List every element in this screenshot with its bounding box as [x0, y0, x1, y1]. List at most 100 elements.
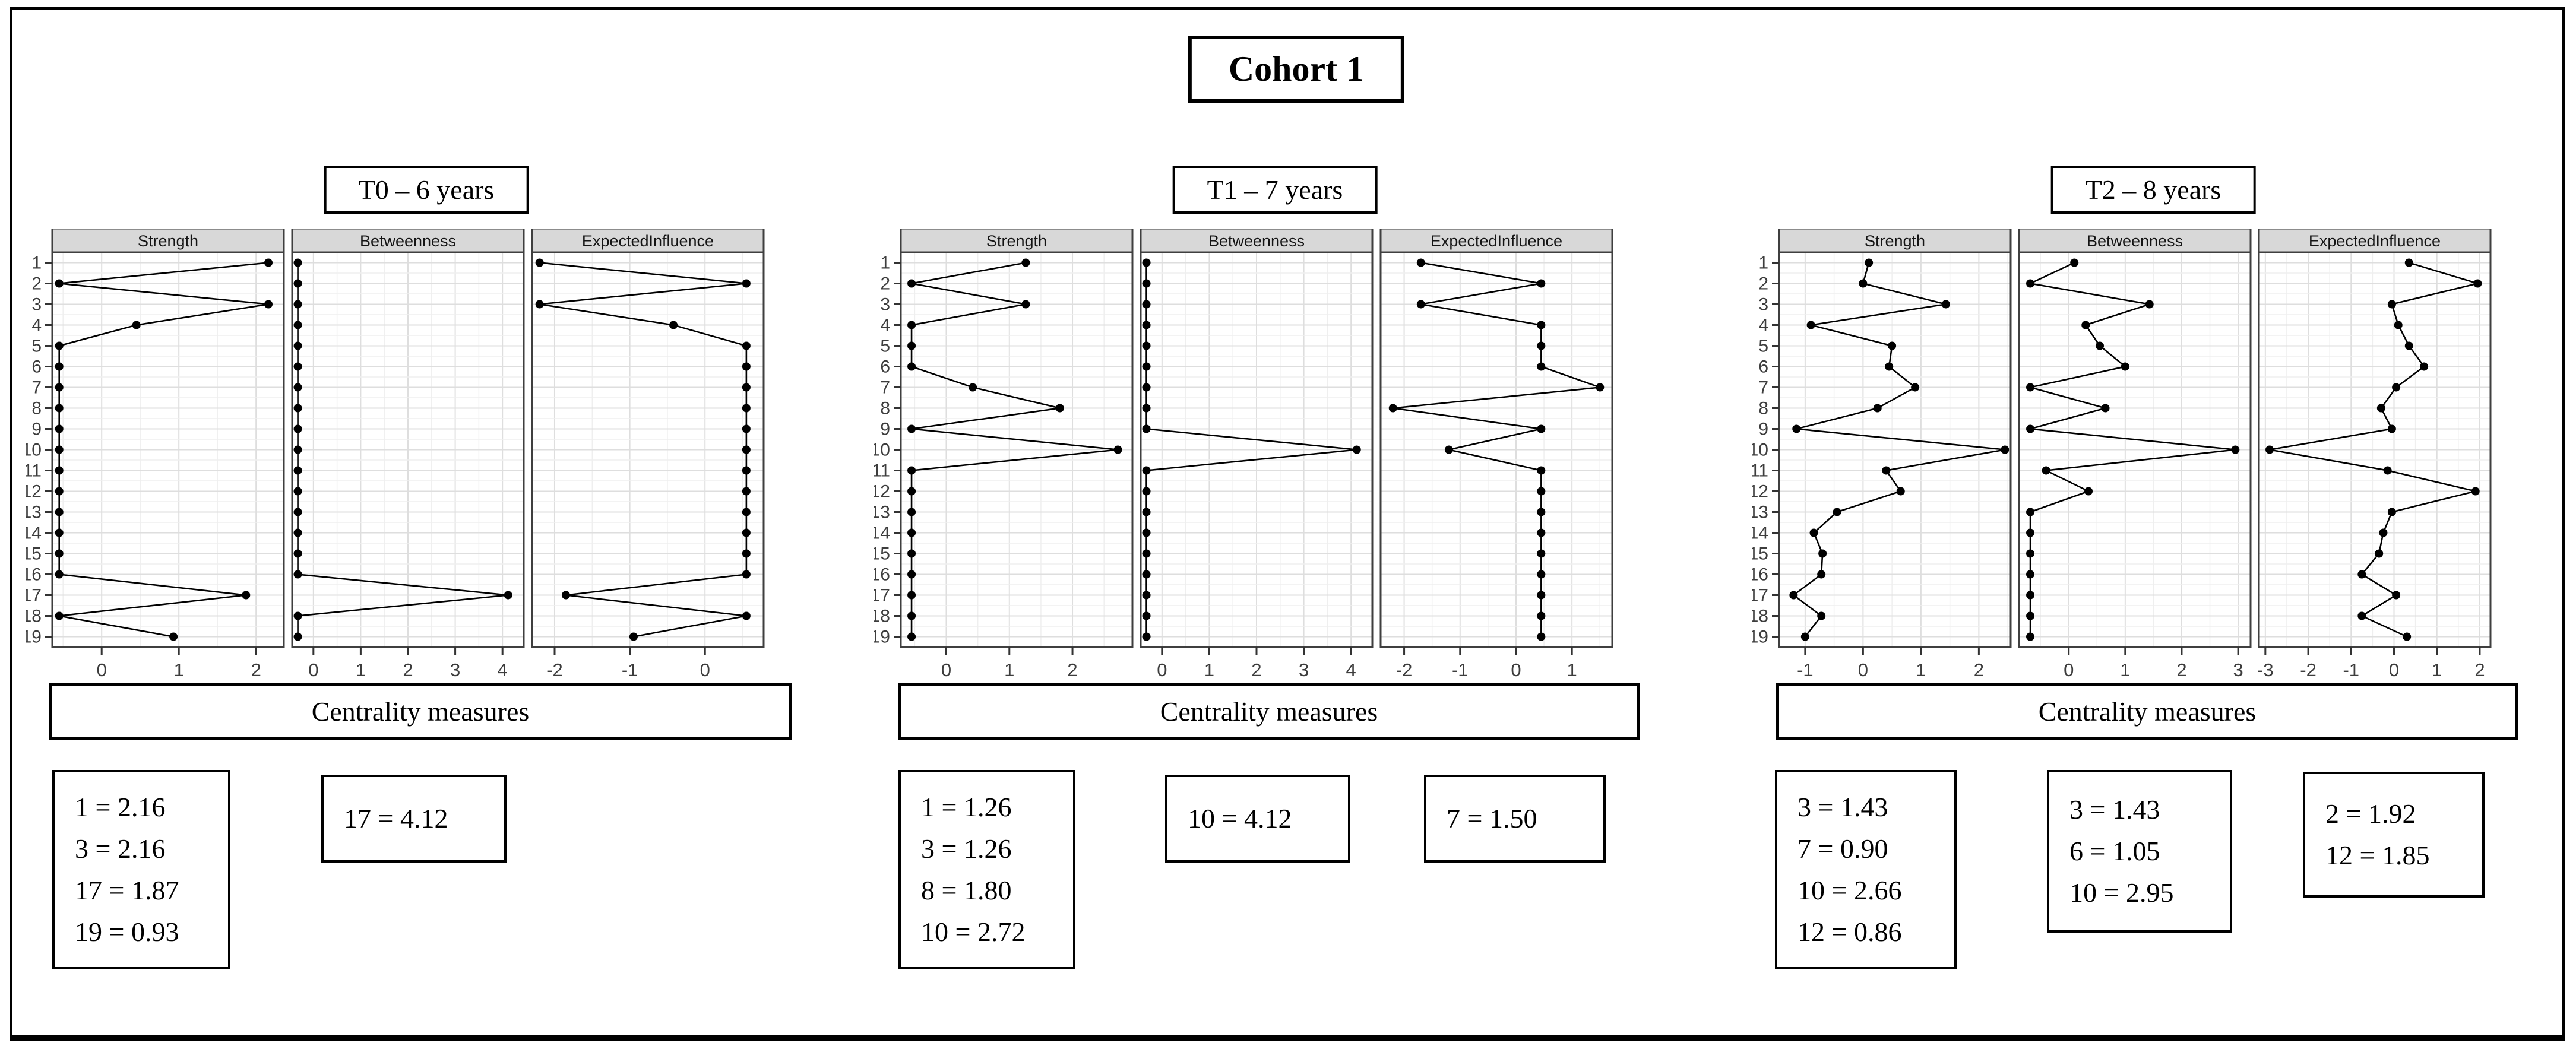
data-point: [1416, 258, 1425, 267]
x-tick-label: 2: [1067, 660, 1077, 680]
x-axis: -2 -1 0: [546, 647, 710, 680]
data-point: [55, 570, 64, 579]
x-tick-label: 0: [941, 660, 951, 680]
centrality-value: 10 = 2.72: [921, 917, 1026, 947]
gridlines: [2019, 252, 2251, 647]
y-tick-label: 13: [874, 503, 890, 522]
data-point: [2375, 549, 2384, 558]
data-point: [1859, 279, 1868, 288]
x-tick-label: -2: [1396, 660, 1413, 680]
x-axis: 0 1 2 3 4: [1157, 647, 1356, 680]
data-point: [1142, 528, 1151, 537]
facet-strip-label: ExpectedInfluence: [582, 232, 714, 250]
y-tick-label: 14: [26, 524, 42, 543]
data-point: [1789, 591, 1798, 600]
y-tick-label: 8: [1758, 399, 1768, 419]
x-tick-label: 3: [450, 660, 460, 680]
data-point: [55, 404, 64, 413]
x-tick-label: 0: [2064, 660, 2074, 680]
series-strength: [907, 258, 1122, 641]
data-point: [907, 362, 916, 371]
y-tick-label: 17: [26, 586, 42, 606]
x-axis: 0 1 2 3 4: [308, 647, 508, 680]
y-tick-label: 19: [874, 627, 890, 647]
data-point: [907, 279, 916, 288]
y-tick-label: 7: [880, 378, 890, 398]
y-tick-label: 13: [26, 503, 42, 522]
y-tick-label: 17: [1752, 586, 1768, 606]
facet-panel-expectedinfluence: ExpectedInfluence -2 -1 0 1: [1379, 227, 1613, 680]
data-point: [1537, 279, 1546, 288]
x-tick-label: 2: [2176, 660, 2186, 680]
data-point: [742, 445, 751, 454]
y-tick-label: 12: [26, 482, 42, 502]
data-point: [293, 570, 302, 579]
y-tick-label: 10: [874, 440, 890, 460]
data-point: [561, 591, 570, 600]
gridlines: [292, 252, 524, 647]
centrality-value: 1 = 2.16: [75, 792, 166, 822]
data-point: [1142, 466, 1151, 475]
facet-panel-strength: Strength 0 1 2: [51, 227, 285, 680]
y-tick-label: 11: [874, 461, 890, 481]
series-strength: [55, 258, 273, 641]
centrality-values-box: 17 = 4.12: [321, 775, 507, 863]
facet-plot-t1: Strength 0 1 2 1 2 3 4 5 6 7 8 9 10 11 12 13 14 15 16 17 18 19…: [871, 227, 1619, 686]
x-tick-label: 3: [2233, 660, 2243, 680]
x-tick-label: 4: [498, 660, 508, 680]
data-point: [2026, 632, 2035, 641]
facet-strip-label: Betweenness: [1208, 232, 1305, 250]
data-point: [1537, 591, 1546, 600]
centrality-value: 10 = 2.95: [2069, 877, 2174, 908]
y-tick-label: 2: [31, 274, 42, 294]
data-point: [1873, 404, 1882, 413]
x-tick-label: 0: [308, 660, 318, 680]
y-tick-label: 7: [1758, 378, 1768, 398]
data-point: [293, 528, 302, 537]
y-tick-label: 1: [880, 253, 890, 273]
centrality-measures-header: Centrality measures: [1776, 683, 2518, 740]
series-expectedinfluence: [535, 258, 751, 641]
y-tick-label: 3: [31, 295, 42, 315]
gridlines: [2259, 252, 2490, 647]
y-tick-label: 8: [880, 399, 890, 419]
y-tick-label: 17: [874, 586, 890, 606]
data-point: [1142, 591, 1151, 600]
facet-strip: [1140, 227, 1374, 253]
y-tick-label: 5: [880, 337, 890, 356]
x-tick-label: 1: [1204, 660, 1214, 680]
data-point: [629, 632, 638, 641]
data-point: [907, 424, 916, 433]
x-axis: 0 1 2: [97, 647, 261, 680]
data-point: [1792, 424, 1801, 433]
facet-strip-label: Strength: [1865, 232, 1925, 250]
facet-strip: [51, 227, 285, 253]
data-point: [1896, 487, 1905, 496]
data-point: [264, 258, 273, 267]
data-point: [1833, 508, 1841, 516]
centrality-value: 1 = 1.26: [921, 792, 1012, 822]
time-period-box-t1: T1 – 7 years: [1172, 166, 1378, 214]
data-point: [2394, 321, 2403, 329]
x-tick-label: 0: [1157, 660, 1167, 680]
data-point: [1537, 321, 1546, 329]
y-tick-label: 5: [1758, 337, 1768, 356]
centrality-value: 19 = 0.93: [75, 917, 179, 947]
data-point: [907, 591, 916, 600]
data-point: [2473, 279, 2482, 288]
data-point: [2084, 487, 2093, 496]
data-point: [293, 362, 302, 371]
x-tick-label: 0: [1511, 660, 1521, 680]
data-point: [55, 341, 64, 350]
data-point: [1142, 424, 1151, 433]
data-point: [2387, 424, 2396, 433]
facet-strip: [2258, 227, 2492, 253]
data-point: [1537, 424, 1546, 433]
data-point: [742, 611, 751, 620]
data-point: [55, 528, 64, 537]
y-tick-label: 19: [26, 627, 42, 647]
centrality-value: 3 = 1.26: [921, 833, 1012, 864]
data-point: [1537, 632, 1546, 641]
data-point: [2001, 445, 2009, 454]
